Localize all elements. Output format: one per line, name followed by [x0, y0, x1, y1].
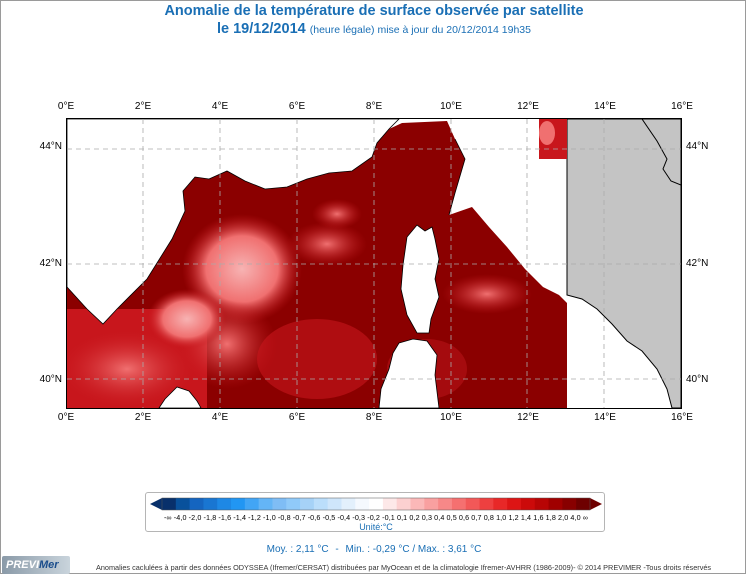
- legend-swatch: [175, 498, 191, 510]
- lon-tick-top: 8°E: [365, 101, 383, 112]
- legend-swatch: [465, 498, 481, 510]
- lon-tick-bottom: 12°E: [517, 412, 539, 423]
- legend-swatch: [520, 498, 536, 510]
- map-date: le 19/12/2014: [217, 21, 306, 37]
- legend-swatch: [507, 498, 522, 510]
- legend-swatch: [451, 498, 467, 510]
- legend-swatch: [258, 498, 273, 510]
- lon-tick-top: 14°E: [594, 101, 616, 112]
- lon-tick-bottom: 4°E: [211, 412, 229, 423]
- title-block: Anomalie de la température de surface ob…: [0, 2, 748, 39]
- lon-tick-bottom: 10°E: [440, 412, 462, 423]
- lon-tick-bottom: 2°E: [134, 412, 152, 423]
- legend-outline: [161, 497, 591, 511]
- statistics-line: Moy. : 2,11 °C - Min. : -0,29 °C / Max. …: [0, 544, 748, 555]
- legend-swatch: [244, 498, 260, 510]
- update-note: (heure légale) mise à jour du 20/12/2014…: [309, 24, 531, 36]
- legend-unit: Unité:°C: [359, 522, 393, 532]
- legend-swatch: [231, 498, 246, 510]
- lon-tick-top: 16°E: [671, 101, 693, 112]
- lon-tick-top: 12°E: [517, 101, 539, 112]
- credits-text: Anomalies caclulées à partir des données…: [96, 563, 712, 572]
- lon-tick-top: 0°E: [57, 101, 75, 112]
- lon-tick-top: 2°E: [134, 101, 152, 112]
- legend-swatch: [189, 498, 204, 510]
- legend-swatch: [341, 498, 356, 510]
- lat-tick-left: 42°N: [39, 257, 62, 269]
- legend-swatch: [424, 498, 439, 510]
- map-subtitle: le 19/12/2014 (heure légale) mise à jour…: [0, 20, 748, 39]
- stat-mean: Moy. : 2,11 °C: [266, 544, 329, 555]
- lat-tick-right: 40°N: [686, 373, 709, 385]
- legend-swatch: [162, 498, 177, 510]
- north-coast: [67, 119, 400, 325]
- corsica: [400, 224, 440, 334]
- legend-swatch: [382, 498, 398, 510]
- legend-swatch: [534, 498, 550, 510]
- lat-tick-left: 44°N: [39, 141, 62, 153]
- lon-tick-bottom: 6°E: [288, 412, 306, 423]
- lon-tick-top: 6°E: [288, 101, 306, 112]
- legend-swatch: [479, 498, 494, 510]
- legend-swatch: [438, 498, 453, 510]
- legend-swatch: [313, 498, 329, 510]
- lon-tick-top: 10°E: [440, 101, 462, 112]
- legend-swatch: [562, 498, 577, 510]
- lon-tick-bottom: 8°E: [365, 412, 383, 423]
- lat-tick-right: 44°N: [686, 141, 709, 153]
- lon-tick-bottom: 0°E: [57, 412, 75, 423]
- sardinia: [378, 338, 440, 408]
- legend-tick-labels: -∞ -4,0 -2,0 -1,8 -1,6 -1,4 -1,2 -1,0 -0…: [163, 513, 589, 522]
- legend-swatch: [355, 498, 370, 510]
- legend-swatch: [410, 498, 425, 510]
- legend-swatch: [286, 498, 301, 510]
- previmer-logo: PREVIMer: [2, 556, 70, 574]
- color-legend: -∞ -4,0 -2,0 -1,8 -1,6 -1,4 -1,2 -1,0 -0…: [145, 492, 605, 532]
- legend-arrow-high: [590, 498, 602, 510]
- map-svg: [67, 119, 681, 408]
- italy-land: [565, 119, 681, 408]
- legend-swatch: [272, 498, 287, 510]
- footer: PREVIMer Anomalies caclulées à partir de…: [0, 556, 748, 574]
- lon-tick-bottom: 14°E: [594, 412, 616, 423]
- balearic: [158, 386, 202, 408]
- sst-anomaly-map: [66, 118, 682, 409]
- legend-swatch: [493, 498, 508, 510]
- legend-swatch: [327, 498, 342, 510]
- legend-swatch: [576, 498, 591, 510]
- legend-swatch: [396, 498, 412, 510]
- legend-arrow-low: [150, 498, 162, 510]
- legend-swatch: [369, 498, 384, 510]
- stat-separator: -: [335, 544, 339, 555]
- legend-colorbar: [150, 497, 602, 511]
- legend-swatch: [203, 498, 218, 510]
- lon-tick-bottom: 16°E: [671, 412, 693, 423]
- lat-tick-right: 42°N: [686, 257, 709, 269]
- legend-swatch: [548, 498, 563, 510]
- stat-min-max: Min. : -0,29 °C / Max. : 3,61 °C: [345, 544, 482, 555]
- map-title: Anomalie de la température de surface ob…: [164, 3, 584, 19]
- legend-swatch: [217, 498, 232, 510]
- lon-tick-top: 4°E: [211, 101, 229, 112]
- lat-tick-left: 40°N: [39, 373, 62, 385]
- legend-swatch: [300, 498, 315, 510]
